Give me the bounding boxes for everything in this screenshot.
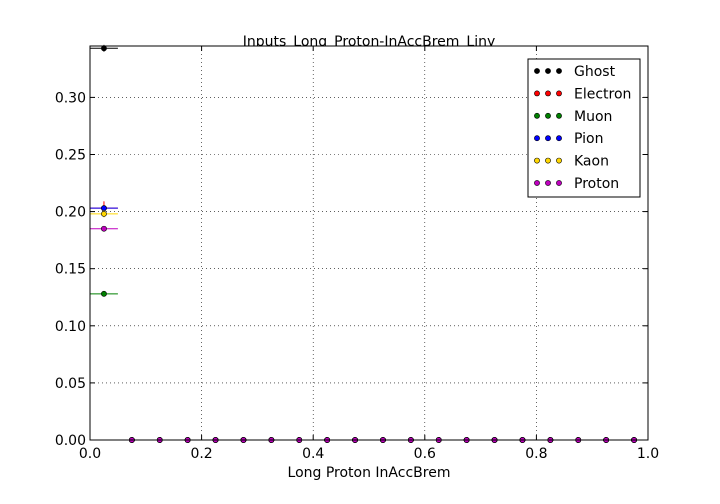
legend-marker-pion [556,135,562,142]
legend-marker-kaon [545,157,551,164]
legend-label-kaon: Kaon [574,154,609,170]
legend: Ghost Electron Muon Pion Kaon Proton [527,58,641,198]
x-tick-label: 0.8 [525,446,547,462]
legend-marker-kaon [534,157,540,164]
legend-label-ghost: Ghost [574,64,616,80]
legend-label-muon: Muon [574,109,612,125]
y-tick-labels: 0.00 0.05 0.10 0.15 0.20 0.25 0.30 [55,90,86,449]
legend-marker-kaon [556,157,562,164]
x-tick-label: 0.2 [190,446,212,462]
point-pion [101,205,107,212]
legend-marker-muon [534,112,540,119]
legend-label-electron: Electron [574,86,631,102]
y-tick-label: 0.00 [55,433,86,449]
legend-marker-muon [545,112,551,119]
legend-box [527,58,641,198]
ticks [89,46,649,441]
point-muon [101,290,107,297]
legend-marker-proton [556,180,562,186]
plot-frame [89,45,649,441]
legend-marker-ghost [534,68,540,74]
legend-marker-pion [534,135,540,142]
point-kaon [101,210,107,217]
legend-marker-electron [534,90,540,97]
y-tick-label: 0.30 [55,90,86,106]
point-proton [101,225,107,232]
legend-label-proton: Proton [574,176,619,192]
x-tick-labels: 0.0 0.2 0.4 0.6 0.8 1.0 [79,446,659,462]
legend-marker-ghost [556,68,562,74]
x-tick-label: 0.4 [302,446,324,462]
legend-marker-muon [556,112,562,119]
y-tick-label: 0.20 [55,205,86,221]
x-tick-label: 0.6 [414,446,436,462]
x-tick-label: 1.0 [637,446,659,462]
legend-marker-electron [556,90,562,97]
legend-marker-electron [545,90,551,97]
legend-marker-pion [545,135,551,142]
legend-marker-ghost [545,68,551,74]
legend-marker-proton [545,180,551,186]
legend-label-pion: Pion [574,131,603,147]
y-tick-label: 0.15 [55,262,86,278]
y-tick-label: 0.05 [55,376,86,392]
y-tick-label: 0.25 [55,147,86,163]
x-tick-label: 0.0 [79,446,101,462]
legend-marker-proton [534,180,540,186]
x-axis-label: Long Proton InAccBrem [288,465,451,481]
y-tick-label: 0.10 [55,319,86,335]
